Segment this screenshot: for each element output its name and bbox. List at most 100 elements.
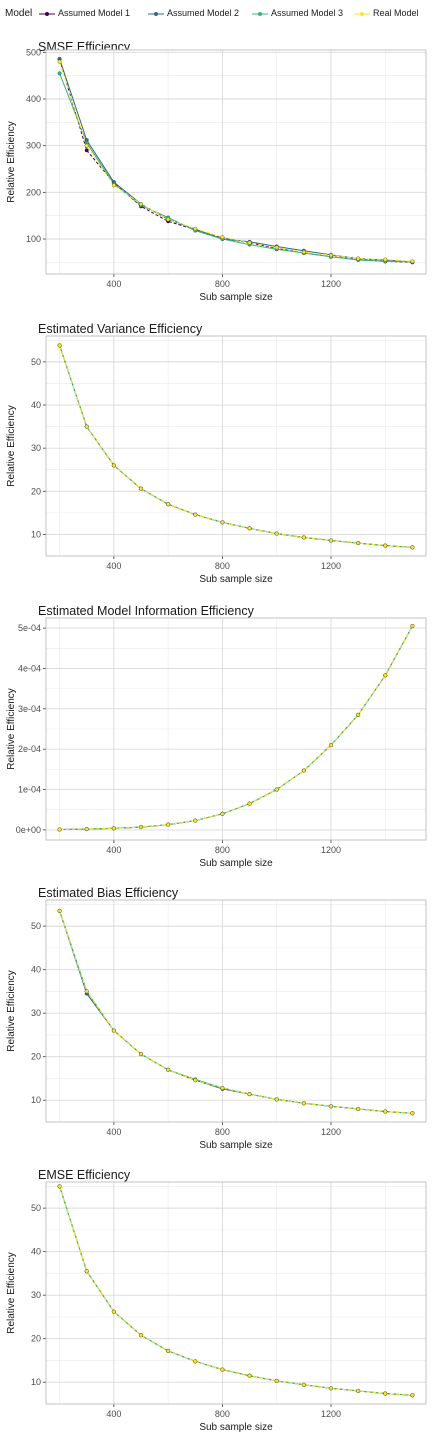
y-tick-label: 30 [31, 1290, 41, 1300]
y-tick-label: 40 [31, 1247, 41, 1257]
series-line-real-model [59, 910, 413, 1114]
point-real-model [410, 545, 415, 550]
y-tick-label: 20 [31, 1052, 41, 1062]
chart-title: Estimated Model Information Efficiency [38, 604, 255, 618]
point-real-model [84, 827, 89, 832]
x-tick-label: 800 [215, 561, 230, 571]
point-real-model [356, 541, 361, 546]
point-real-model [410, 1393, 415, 1398]
y-tick-label: 3e-04 [18, 704, 41, 714]
point-real-model [247, 1373, 252, 1378]
x-tick-label: 1200 [321, 561, 341, 571]
legend-label-assumed-model-3: Assumed Model 3 [271, 8, 344, 18]
y-axis-label: Relative Efficiency [6, 405, 17, 487]
point-real-model [166, 1348, 171, 1353]
y-tick-label: 50 [31, 357, 41, 367]
plot-border [45, 899, 427, 1123]
point-real-model [410, 1111, 415, 1116]
legend-title: Model [5, 8, 33, 19]
y-tick-label: 10 [31, 1095, 41, 1105]
x-tick-label: 1200 [321, 1127, 341, 1137]
x-tick-label: 400 [106, 1127, 121, 1137]
point-real-model [301, 250, 306, 255]
point-real-model [111, 463, 116, 468]
x-tick-label: 1200 [321, 845, 341, 855]
point-real-model [57, 59, 62, 64]
point-real-model [356, 256, 361, 261]
legend-swatch-real-model [354, 12, 370, 16]
x-tick-label: 800 [215, 845, 230, 855]
point-real-model [111, 183, 116, 188]
y-tick-label: 4e-04 [18, 663, 41, 673]
x-tick-label: 800 [215, 1127, 230, 1137]
y-tick-label: 0e+00 [16, 825, 41, 835]
point-assumed-model-3 [57, 71, 62, 76]
chart-emse-efficiency: EMSE Efficiency 400 800 1200 10 20 30 40 50 Sub s… [6, 1168, 427, 1433]
point-real-model [220, 235, 225, 240]
point-real-model [166, 1067, 171, 1072]
point-real-model [329, 1386, 333, 1391]
point-real-model [57, 1184, 62, 1189]
point-real-model [220, 1086, 225, 1090]
y-axis-label: Relative Efficiency [6, 121, 17, 203]
point-real-model [383, 673, 388, 678]
x-axis-label: Sub sample size [199, 292, 273, 303]
point-real-model [139, 1052, 143, 1057]
y-tick-label: 300 [26, 141, 41, 151]
legend-swatch-assumed-model-1 [39, 12, 55, 16]
x-tick-label: 400 [106, 1409, 121, 1419]
y-tick-label: 5e-04 [18, 623, 41, 633]
y-tick-label: 400 [26, 94, 41, 104]
legend: Model Assumed Model 1 Assumed Model 2 As… [0, 0, 432, 32]
y-axis-label: Relative Efficiency [6, 1252, 17, 1334]
point-real-model [139, 202, 143, 206]
point-real-model [274, 787, 279, 792]
point-real-model [301, 768, 306, 773]
plot-area [46, 50, 426, 274]
plot-border [45, 335, 427, 557]
point-real-model [220, 811, 225, 816]
y-tick-label: 100 [26, 234, 41, 244]
point-real-model [301, 535, 306, 540]
point-real-model [329, 1104, 333, 1109]
point-real-model [247, 526, 252, 531]
y-tick-label: 30 [31, 443, 41, 453]
x-tick-label: 400 [106, 845, 121, 855]
point-real-model [383, 1109, 388, 1114]
chart-title: Estimated Variance Efficiency [38, 322, 203, 336]
series-line-real-model [59, 625, 413, 830]
point-real-model [57, 908, 62, 913]
x-tick-label: 800 [215, 1409, 230, 1419]
point-real-model [111, 826, 116, 831]
point-real-model [356, 1388, 361, 1393]
point-real-model [410, 624, 415, 629]
legend-label-real-model: Real Model [373, 8, 419, 18]
point-real-model [274, 245, 279, 250]
y-tick-label: 40 [31, 400, 41, 410]
x-tick-label: 400 [106, 279, 121, 289]
point-real-model [84, 424, 89, 429]
series-line-real-model [59, 345, 413, 548]
point-real-model [139, 825, 143, 830]
y-axis-label: Relative Efficiency [6, 970, 17, 1052]
point-real-model [247, 240, 252, 245]
point-real-model [329, 538, 333, 543]
point-real-model [193, 1078, 198, 1083]
chart-estimated-bias-efficiency: Estimated Bias Efficiency 400 800 1200 10 20 3… [6, 886, 427, 1151]
x-tick-label: 800 [215, 279, 230, 289]
legend-label-assumed-model-1: Assumed Model 1 [58, 8, 131, 18]
y-tick-label: 20 [31, 1334, 41, 1344]
point-real-model [356, 712, 361, 717]
series-line-assumed-model-3 [59, 73, 413, 263]
y-tick-label: 2e-04 [18, 744, 41, 754]
chart-estimated-variance-efficiency: Estimated Variance Efficiency 400 800 1200 1… [6, 322, 427, 585]
point-real-model [57, 343, 62, 348]
point-real-model [193, 512, 198, 517]
series-line-real-model [59, 61, 413, 262]
y-tick-label: 200 [26, 187, 41, 197]
y-tick-label: 40 [31, 965, 41, 975]
plot-area [46, 336, 426, 556]
point-real-model [84, 989, 89, 994]
point-real-model [274, 1378, 279, 1383]
